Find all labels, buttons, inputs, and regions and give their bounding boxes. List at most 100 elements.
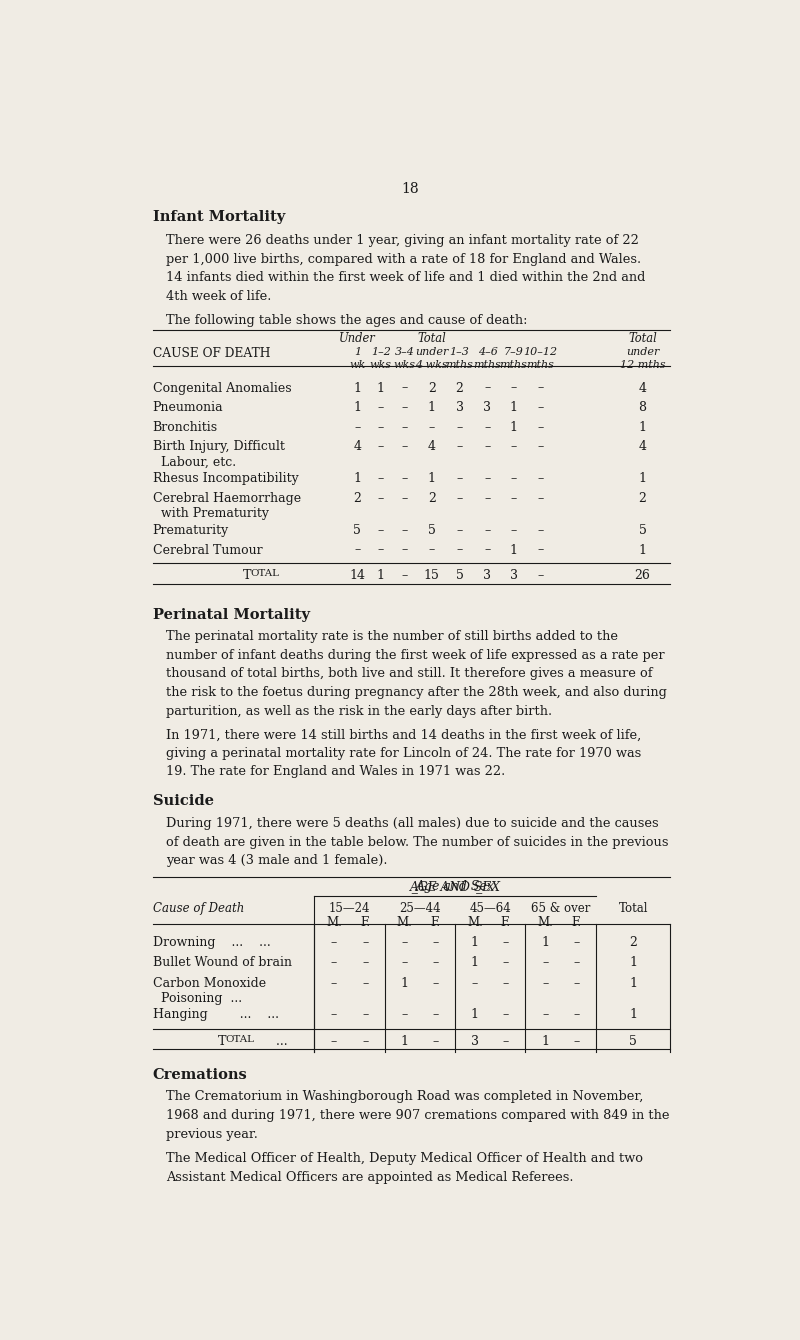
- Text: 26: 26: [634, 570, 650, 583]
- Text: 45—64: 45—64: [470, 902, 511, 915]
- Text: –: –: [362, 957, 368, 969]
- Text: –: –: [510, 492, 517, 505]
- Text: –: –: [484, 544, 490, 556]
- Text: –: –: [510, 473, 517, 485]
- Text: thousand of total births, both live and still. It therefore gives a measure of: thousand of total births, both live and …: [166, 667, 653, 681]
- Text: 8: 8: [638, 401, 646, 414]
- Text: 1: 1: [638, 473, 646, 485]
- Text: –: –: [402, 492, 407, 505]
- Text: 15—24: 15—24: [329, 902, 370, 915]
- Text: –: –: [573, 957, 579, 969]
- Text: 1: 1: [541, 1034, 549, 1048]
- Text: 4: 4: [428, 441, 436, 453]
- Text: –: –: [354, 544, 361, 556]
- Text: ...: ...: [264, 1034, 288, 1048]
- Text: 1: 1: [630, 977, 638, 990]
- Text: –: –: [542, 1008, 548, 1021]
- Text: 2: 2: [456, 382, 463, 394]
- Text: 4: 4: [638, 441, 646, 453]
- Text: –: –: [402, 421, 407, 434]
- Text: 1: 1: [377, 382, 385, 394]
- Text: Hanging        ...    ...: Hanging ... ...: [153, 1008, 278, 1021]
- Text: –: –: [402, 401, 407, 414]
- Text: number of infant deaths during the first week of life expressed as a rate per: number of infant deaths during the first…: [166, 649, 665, 662]
- Text: Perinatal Mortality: Perinatal Mortality: [153, 607, 310, 622]
- Text: Birth Injury, Difficult: Birth Injury, Difficult: [153, 441, 285, 453]
- Text: 19. The rate for England and Wales in 1971 was 22.: 19. The rate for England and Wales in 19…: [166, 765, 506, 779]
- Text: –: –: [402, 1008, 408, 1021]
- Text: 2: 2: [630, 935, 637, 949]
- Text: –: –: [457, 544, 462, 556]
- Text: –: –: [433, 1008, 438, 1021]
- Text: –: –: [378, 441, 384, 453]
- Text: –: –: [402, 957, 408, 969]
- Text: Pneumonia: Pneumonia: [153, 401, 223, 414]
- Text: F.: F.: [571, 917, 582, 929]
- Text: Suicide: Suicide: [153, 795, 214, 808]
- Text: –: –: [537, 421, 543, 434]
- Text: parturition, as well as the risk in the early days after birth.: parturition, as well as the risk in the …: [166, 705, 553, 717]
- Text: Poisoning  ...: Poisoning ...: [153, 993, 242, 1005]
- Text: with Prematurity: with Prematurity: [153, 508, 269, 520]
- Text: T: T: [242, 570, 251, 583]
- Text: –: –: [429, 544, 435, 556]
- Text: –: –: [573, 977, 579, 990]
- Text: giving a perinatal mortality rate for Lincoln of 24. The rate for 1970 was: giving a perinatal mortality rate for Li…: [166, 746, 642, 760]
- Text: 1: 1: [510, 544, 518, 556]
- Text: During 1971, there were 5 deaths (all males) due to suicide and the causes: During 1971, there were 5 deaths (all ma…: [166, 817, 659, 829]
- Text: OTAL: OTAL: [226, 1034, 254, 1044]
- Text: wk: wk: [349, 360, 366, 370]
- Text: Cerebral Haemorrhage: Cerebral Haemorrhage: [153, 492, 301, 505]
- Text: –: –: [457, 473, 462, 485]
- Text: 25—44: 25—44: [399, 902, 441, 915]
- Text: –: –: [378, 492, 384, 505]
- Text: There were 26 deaths under 1 year, giving an infant mortality rate of 22: There were 26 deaths under 1 year, givin…: [166, 234, 639, 247]
- Text: F.: F.: [501, 917, 510, 929]
- Text: 14: 14: [350, 570, 366, 583]
- Text: 2: 2: [638, 492, 646, 505]
- Text: 1–2: 1–2: [371, 347, 390, 356]
- Text: –: –: [378, 544, 384, 556]
- Text: –: –: [457, 492, 462, 505]
- Text: –: –: [330, 1034, 337, 1048]
- Text: 3: 3: [471, 1034, 479, 1048]
- Text: Total: Total: [628, 332, 657, 346]
- Text: –: –: [330, 977, 337, 990]
- Text: under: under: [626, 347, 659, 356]
- Text: 3: 3: [510, 570, 518, 583]
- Text: –: –: [402, 473, 407, 485]
- Text: –: –: [537, 382, 543, 394]
- Text: –: –: [402, 570, 407, 583]
- Text: 2: 2: [354, 492, 362, 505]
- Text: 4: 4: [354, 441, 362, 453]
- Text: –: –: [537, 441, 543, 453]
- Text: year was 4 (3 male and 1 female).: year was 4 (3 male and 1 female).: [166, 854, 388, 867]
- Text: Labour, etc.: Labour, etc.: [153, 456, 236, 469]
- Text: –: –: [354, 421, 361, 434]
- Text: –: –: [537, 524, 543, 537]
- Text: 1: 1: [510, 401, 518, 414]
- Text: 15: 15: [424, 570, 440, 583]
- Text: –: –: [537, 492, 543, 505]
- Text: per 1,000 live births, compared with a rate of 18 for England and Wales.: per 1,000 live births, compared with a r…: [166, 253, 642, 265]
- Text: Under: Under: [339, 332, 376, 346]
- Text: –: –: [378, 473, 384, 485]
- Text: –: –: [402, 544, 407, 556]
- Text: 1: 1: [354, 347, 361, 356]
- Text: –: –: [537, 473, 543, 485]
- Text: –: –: [542, 957, 548, 969]
- Text: The following table shows the ages and cause of death:: The following table shows the ages and c…: [166, 314, 528, 327]
- Text: 1: 1: [354, 473, 362, 485]
- Text: –: –: [402, 524, 407, 537]
- Text: 1: 1: [401, 1034, 409, 1048]
- Text: –: –: [433, 1034, 438, 1048]
- Text: Cremations: Cremations: [153, 1068, 247, 1081]
- Text: Cause of Death: Cause of Death: [153, 902, 244, 915]
- Text: –: –: [378, 421, 384, 434]
- Text: –: –: [542, 977, 548, 990]
- Text: –: –: [362, 1034, 368, 1048]
- Text: Bullet Wound of brain: Bullet Wound of brain: [153, 957, 292, 969]
- Text: –: –: [457, 524, 462, 537]
- Text: Congenital Anomalies: Congenital Anomalies: [153, 382, 291, 394]
- Text: –: –: [484, 524, 490, 537]
